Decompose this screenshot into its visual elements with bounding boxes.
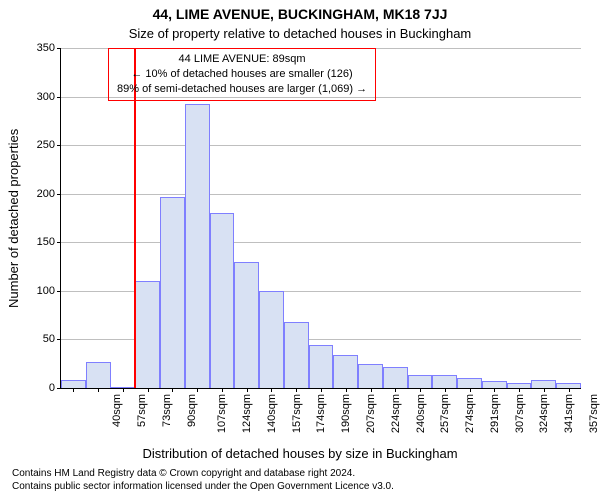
- histogram-bar: [86, 362, 111, 388]
- xtick-mark: [371, 388, 372, 392]
- xtick-mark: [98, 388, 99, 392]
- annotation-line2: ← 10% of detached houses are smaller (12…: [117, 67, 367, 82]
- xtick-mark: [73, 388, 74, 392]
- annotation-box: 44 LIME AVENUE: 89sqm ← 10% of detached …: [108, 48, 376, 101]
- xtick-label: 357sqm: [588, 394, 600, 433]
- ytick-label: 0: [27, 382, 61, 394]
- xtick-mark: [569, 388, 570, 392]
- histogram-bar: [284, 322, 309, 388]
- xtick-mark: [519, 388, 520, 392]
- xtick-label: 40sqm: [111, 394, 123, 427]
- histogram-bar: [358, 364, 383, 388]
- xtick-label: 124sqm: [241, 394, 253, 433]
- xtick-label: 341sqm: [563, 394, 575, 433]
- xtick-mark: [470, 388, 471, 392]
- ytick-label: 350: [27, 42, 61, 54]
- histogram-bar: [61, 380, 86, 388]
- xtick-mark: [420, 388, 421, 392]
- xtick-mark: [296, 388, 297, 392]
- xtick-mark: [148, 388, 149, 392]
- xtick-mark: [494, 388, 495, 392]
- histogram-bar: [234, 262, 259, 388]
- xtick-label: 140sqm: [266, 394, 278, 433]
- y-axis-label: Number of detached properties: [6, 129, 21, 308]
- gridline: [61, 145, 581, 146]
- xtick-mark: [172, 388, 173, 392]
- histogram-bar: [135, 281, 160, 388]
- xtick-label: 73sqm: [161, 394, 173, 427]
- xtick-mark: [123, 388, 124, 392]
- x-axis-label: Distribution of detached houses by size …: [0, 446, 600, 461]
- histogram-bar: [259, 291, 284, 388]
- xtick-label: 257sqm: [439, 394, 451, 433]
- ytick-label: 300: [27, 91, 61, 103]
- histogram-bar: [531, 380, 556, 388]
- xtick-mark: [544, 388, 545, 392]
- chart-subtitle: Size of property relative to detached ho…: [0, 26, 600, 41]
- annotation-line1: 44 LIME AVENUE: 89sqm: [117, 52, 367, 67]
- xtick-mark: [346, 388, 347, 392]
- ytick-label: 250: [27, 139, 61, 151]
- xtick-label: 157sqm: [291, 394, 303, 433]
- footer-copyright-2: Contains public sector information licen…: [12, 481, 394, 492]
- xtick-mark: [321, 388, 322, 392]
- footer-copyright-1: Contains HM Land Registry data © Crown c…: [12, 468, 355, 479]
- xtick-mark: [247, 388, 248, 392]
- histogram-bar: [383, 367, 408, 388]
- histogram-bar: [210, 213, 235, 388]
- xtick-label: 291sqm: [489, 394, 501, 433]
- gridline: [61, 242, 581, 243]
- xtick-label: 324sqm: [538, 394, 550, 433]
- histogram-bar: [160, 197, 185, 388]
- xtick-label: 274sqm: [464, 394, 476, 433]
- xtick-label: 207sqm: [365, 394, 377, 433]
- histogram-bar: [482, 381, 507, 388]
- histogram-bar: [185, 104, 210, 388]
- xtick-label: 57sqm: [136, 394, 148, 427]
- xtick-mark: [445, 388, 446, 392]
- ytick-label: 150: [27, 236, 61, 248]
- xtick-label: 224sqm: [390, 394, 402, 433]
- histogram-bar: [432, 375, 457, 388]
- xtick-mark: [222, 388, 223, 392]
- histogram-bar: [333, 355, 358, 388]
- chart-container: 44, LIME AVENUE, BUCKINGHAM, MK18 7JJ Si…: [0, 0, 600, 500]
- xtick-mark: [197, 388, 198, 392]
- ytick-label: 50: [27, 333, 61, 345]
- xtick-label: 107sqm: [217, 394, 229, 433]
- histogram-bar: [309, 345, 334, 388]
- xtick-label: 307sqm: [514, 394, 526, 433]
- histogram-bar: [408, 375, 433, 388]
- annotation-line3: 89% of semi-detached houses are larger (…: [117, 82, 367, 97]
- xtick-label: 174sqm: [316, 394, 328, 433]
- xtick-label: 240sqm: [415, 394, 427, 433]
- chart-title-address: 44, LIME AVENUE, BUCKINGHAM, MK18 7JJ: [0, 6, 600, 22]
- ytick-label: 200: [27, 188, 61, 200]
- xtick-label: 90sqm: [186, 394, 198, 427]
- xtick-mark: [395, 388, 396, 392]
- xtick-label: 190sqm: [340, 394, 352, 433]
- xtick-mark: [271, 388, 272, 392]
- ytick-label: 100: [27, 285, 61, 297]
- histogram-bar: [457, 378, 482, 388]
- gridline: [61, 194, 581, 195]
